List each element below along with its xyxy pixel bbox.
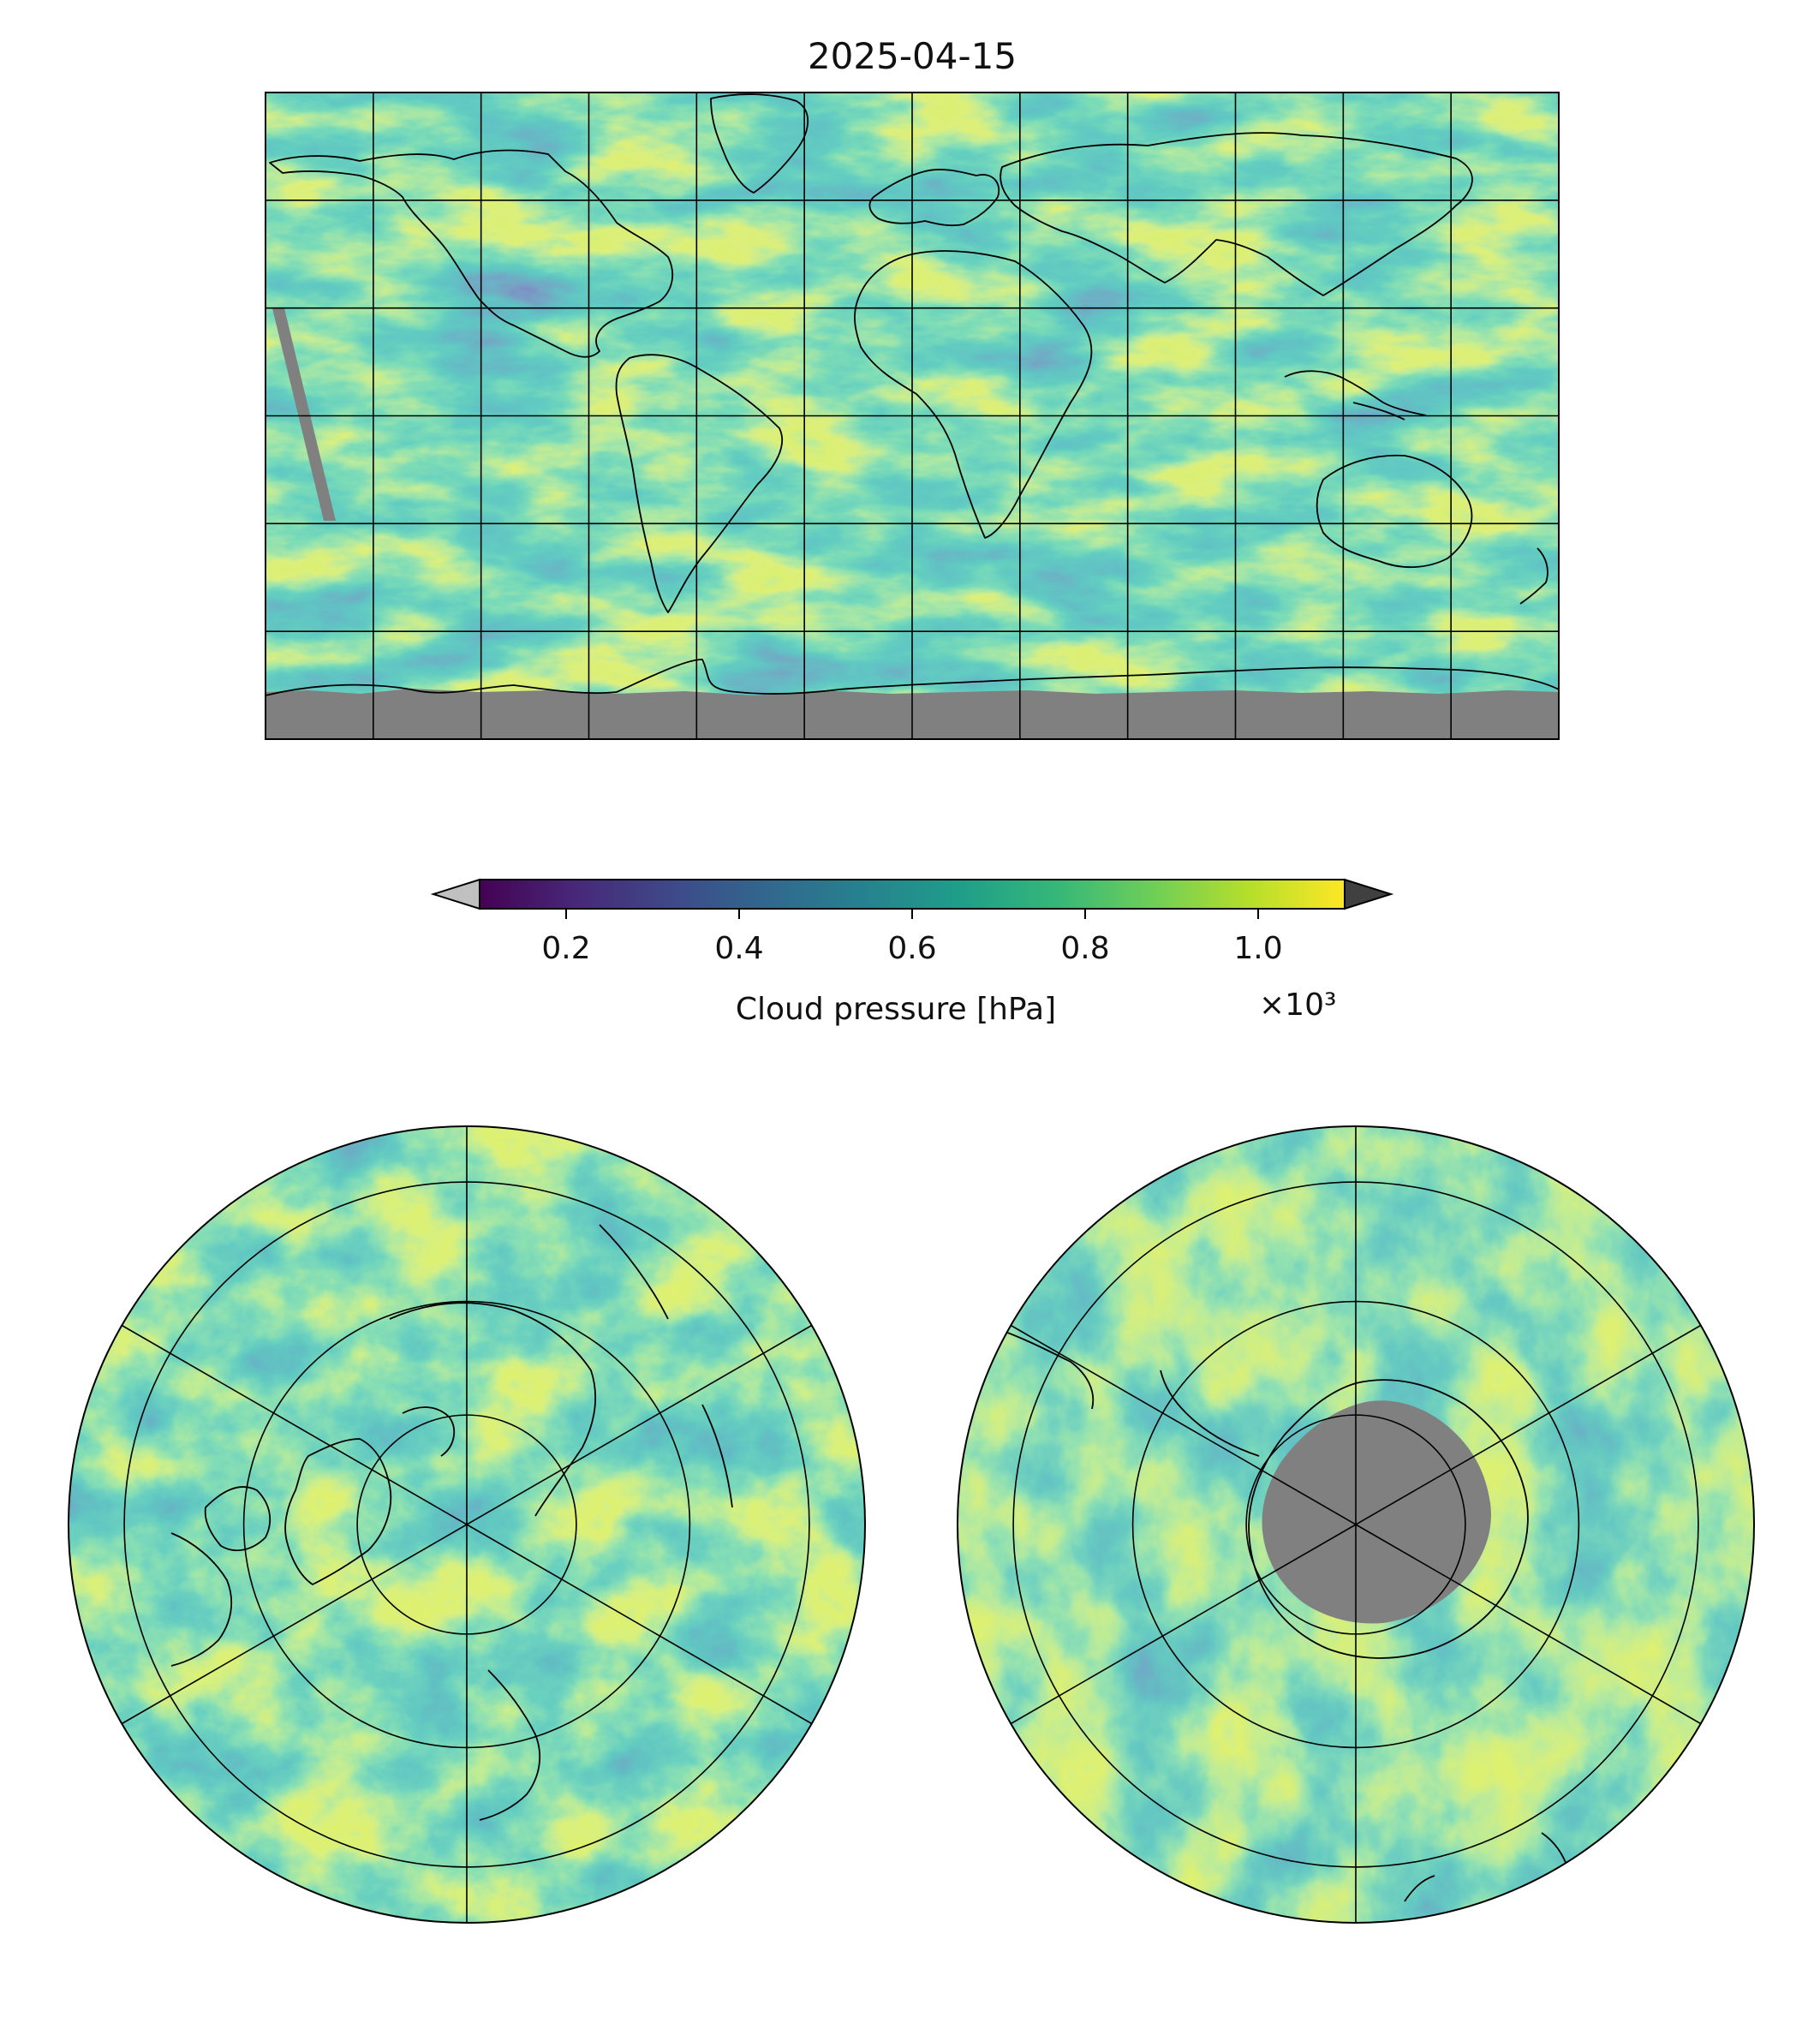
coast-north-alaska [170,1532,233,1667]
coast-africa [854,250,1093,539]
colorbar-label: Cloud pressure [hPa] [736,992,1056,1027]
coast-antarctica [266,659,1559,696]
coast-south-peninsula [1160,1370,1260,1457]
global-graticule [266,92,1559,739]
colorbar-tick-label: 0.8 [1060,931,1109,966]
coast-greenland [710,93,809,194]
coast-australia [1316,454,1473,569]
global-missing-swath [272,308,336,521]
meridian-spoke [1010,1324,1357,1525]
global-map-frame [265,92,1560,740]
coast-maritime-se-asia [1284,370,1427,421]
colorbar-offset-text: ×10³ [1259,988,1336,1023]
figure-title: 2025-04-15 [808,35,1017,77]
coast-south-antarctica [1248,1379,1529,1659]
north-coastlines [170,1224,733,1821]
colorbar-ticks: 0.2 0.4 0.6 0.8 1.0 [541,909,1283,966]
global-map [265,92,1560,740]
coast-north-america [269,149,674,358]
north-polar-map [68,1125,866,1924]
meridian-spoke [466,1324,813,1525]
coast-new-zealand [1519,547,1548,605]
global-coastlines [266,93,1559,696]
colorbar-tick-label: 0.6 [887,931,936,966]
coast-north-greenland [284,1438,392,1585]
meridian-spoke [1355,1324,1702,1525]
coast-south-america-tip [993,1327,1095,1410]
south-map-frame [957,1125,1755,1924]
south-coastlines [993,1327,1568,1902]
coast-north-eurasia-rim [599,1224,733,1508]
south-polar-map [957,1125,1755,1924]
coast-asia [1000,132,1473,296]
north-graticule [121,1126,813,1923]
colorbar-tick-label: 1.0 [1233,931,1282,966]
colorbar-tick-label: 0.2 [541,931,590,966]
colorbar-tick-label: 0.4 [714,931,763,966]
coast-north-canada-archipelago [204,1406,456,1552]
coast-north-scandinavia [479,1669,541,1821]
colorbar-under-extension [430,878,480,910]
colorbar-gradient [479,879,1346,910]
meridian-spoke [1355,1524,1702,1725]
north-map-frame [68,1125,866,1924]
coast-south-america [615,354,784,613]
colorbar-over-extension [1344,878,1394,910]
meridian-spoke [121,1324,468,1525]
meridian-spoke [466,1524,813,1725]
meridian-spoke [1010,1524,1357,1725]
south-graticule [1010,1126,1702,1923]
coast-north-siberia [389,1302,597,1517]
colorbar: 0.2 0.4 0.6 0.8 1.0 Cloud pressure [hPa] ×10… [430,878,1394,1027]
meridian-spoke [121,1524,468,1725]
coast-europe [868,169,1000,227]
